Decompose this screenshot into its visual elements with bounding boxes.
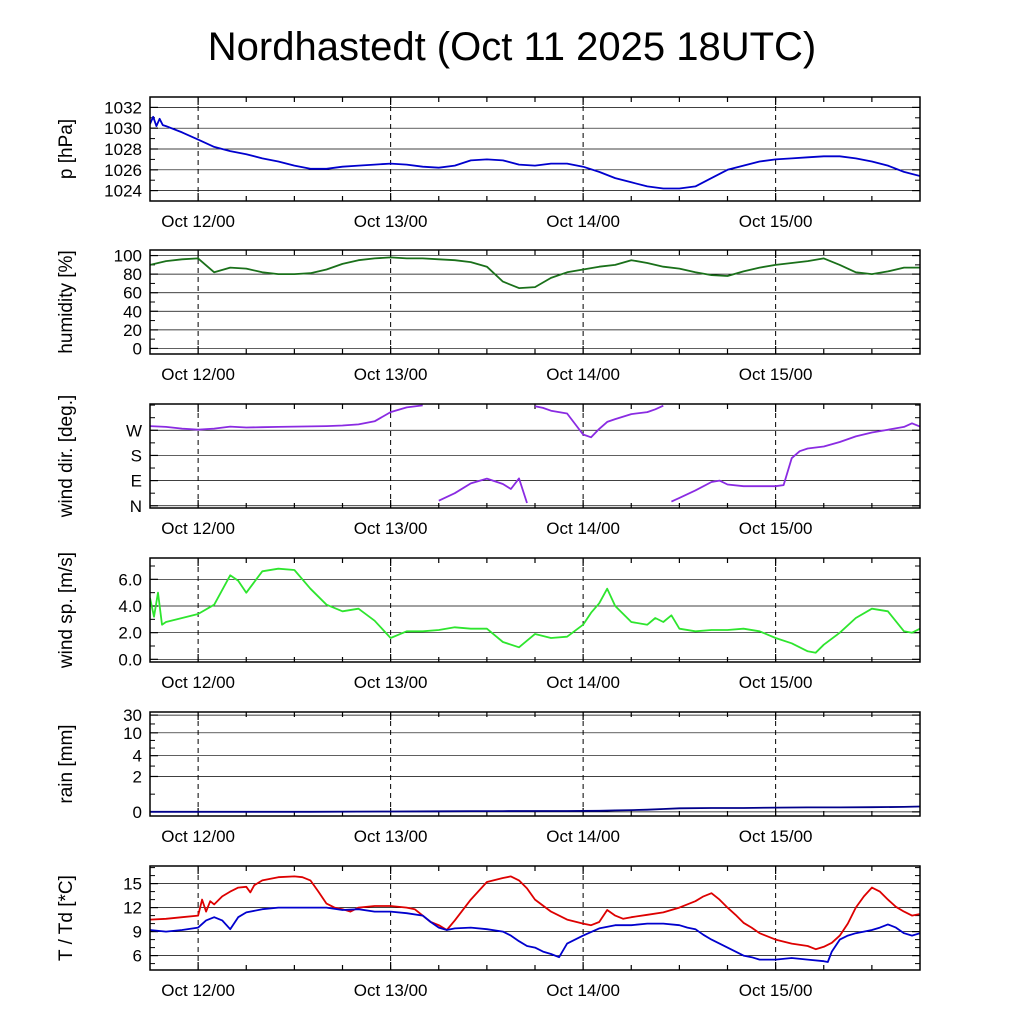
- xtick-label: Oct 12/00: [161, 365, 235, 384]
- ytick-label-wind-direction: W: [126, 421, 142, 440]
- xtick-label: Oct 15/00: [739, 827, 813, 846]
- xtick-label: Oct 14/00: [546, 981, 620, 1000]
- ytick-label-humidity: 100: [114, 247, 142, 266]
- ytick-label-wind-speed: 4.0: [118, 597, 142, 616]
- ytick-label-wind-direction: N: [130, 497, 142, 516]
- chart-title: Nordhastedt (Oct 11 2025 18UTC): [208, 25, 816, 69]
- ylabel-temperature-dewpoint: T / Td [*C]: [56, 875, 77, 961]
- ytick-label-rain: 4: [133, 747, 142, 766]
- ytick-label-wind-speed: 0.0: [118, 650, 142, 669]
- ytick-label-humidity: 40: [123, 302, 142, 321]
- xtick-label: Oct 14/00: [546, 673, 620, 692]
- xtick-label: Oct 13/00: [354, 212, 428, 231]
- ytick-label-rain: 10: [123, 724, 142, 743]
- ytick-label-wind-speed: 6.0: [118, 570, 142, 589]
- ytick-label-rain: 2: [133, 767, 142, 786]
- xtick-label: Oct 15/00: [739, 365, 813, 384]
- ytick-label-rain: 0: [133, 803, 142, 822]
- ytick-label-humidity: 0: [133, 339, 142, 358]
- panel-rain: 0 24 1030 Oct 12/00 Oct 13/00 Oct 14/00 Oct 15…: [56, 706, 921, 846]
- xtick-label: Oct 15/00: [739, 212, 813, 231]
- ytick-label-wind-speed: 2.0: [118, 624, 142, 643]
- ytick-label-temperature-dewpoint: 9: [133, 923, 142, 942]
- series-rain: [150, 805, 920, 813]
- panel-wind-speed: 0.0 2.0 4.0 6.0 Oct 12/00 Oct 13/00 Oct 14/00 O…: [56, 552, 921, 692]
- panel-pressure: 1024 1026 1028 1030 1032 Oct 12/00 Oct 13/00 Oc…: [56, 96, 921, 231]
- xtick-label: Oct 12/00: [161, 519, 235, 538]
- panel-temperature-dewpoint: 6 9 12 15 Oct 12/00 Oct 13/00 Oct 14/00 Oct 15/…: [56, 865, 921, 1000]
- ytick-label-pressure: 1030: [104, 119, 142, 138]
- ytick-label-temperature-dewpoint: 6: [133, 947, 142, 966]
- series-wind-direction: [150, 404, 920, 504]
- series-humidity: [150, 256, 920, 289]
- ytick-label-humidity: 60: [123, 284, 142, 303]
- ylabel-humidity: humidity [%]: [56, 250, 77, 353]
- ylabel-wind-speed: wind sp. [m/s]: [56, 552, 77, 669]
- xtick-label: Oct 14/00: [546, 519, 620, 538]
- series-dewpoint: [150, 906, 920, 963]
- xtick-label: Oct 13/00: [354, 673, 428, 692]
- xtick-label: Oct 13/00: [354, 981, 428, 1000]
- xtick-label: Oct 13/00: [354, 519, 428, 538]
- ytick-label-humidity: 80: [123, 265, 142, 284]
- ytick-label-wind-direction: S: [131, 446, 142, 465]
- ytick-label-temperature-dewpoint: 12: [123, 899, 142, 918]
- ylabel-pressure: p [hPa]: [56, 119, 77, 179]
- xtick-label: Oct 14/00: [546, 827, 620, 846]
- ytick-label-wind-direction: E: [131, 472, 142, 491]
- xtick-label: Oct 14/00: [546, 365, 620, 384]
- xtick-label: Oct 12/00: [161, 212, 235, 231]
- ylabel-wind-direction: wind dir. [deg.]: [56, 395, 77, 519]
- series-pressure: [150, 115, 920, 190]
- ytick-label-temperature-dewpoint: 15: [123, 875, 142, 894]
- ytick-label-pressure: 1026: [104, 161, 142, 180]
- ytick-label-pressure: 1032: [104, 98, 142, 117]
- xtick-label: Oct 14/00: [546, 212, 620, 231]
- ytick-label-humidity: 20: [123, 321, 142, 340]
- series-wind-speed: [150, 567, 920, 654]
- xtick-label: Oct 12/00: [161, 673, 235, 692]
- xtick-label: Oct 12/00: [161, 981, 235, 1000]
- xtick-label: Oct 13/00: [354, 827, 428, 846]
- ytick-label-rain: 30: [123, 706, 142, 725]
- ylabel-rain: rain [mm]: [56, 724, 77, 803]
- xtick-label: Oct 13/00: [354, 365, 428, 384]
- xtick-label: Oct 15/00: [739, 673, 813, 692]
- ytick-label-pressure: 1024: [104, 182, 142, 201]
- xtick-label: Oct 15/00: [739, 519, 813, 538]
- series-temperature: [150, 875, 920, 951]
- xtick-label: Oct 12/00: [161, 827, 235, 846]
- ytick-label-pressure: 1028: [104, 140, 142, 159]
- xtick-label: Oct 15/00: [739, 981, 813, 1000]
